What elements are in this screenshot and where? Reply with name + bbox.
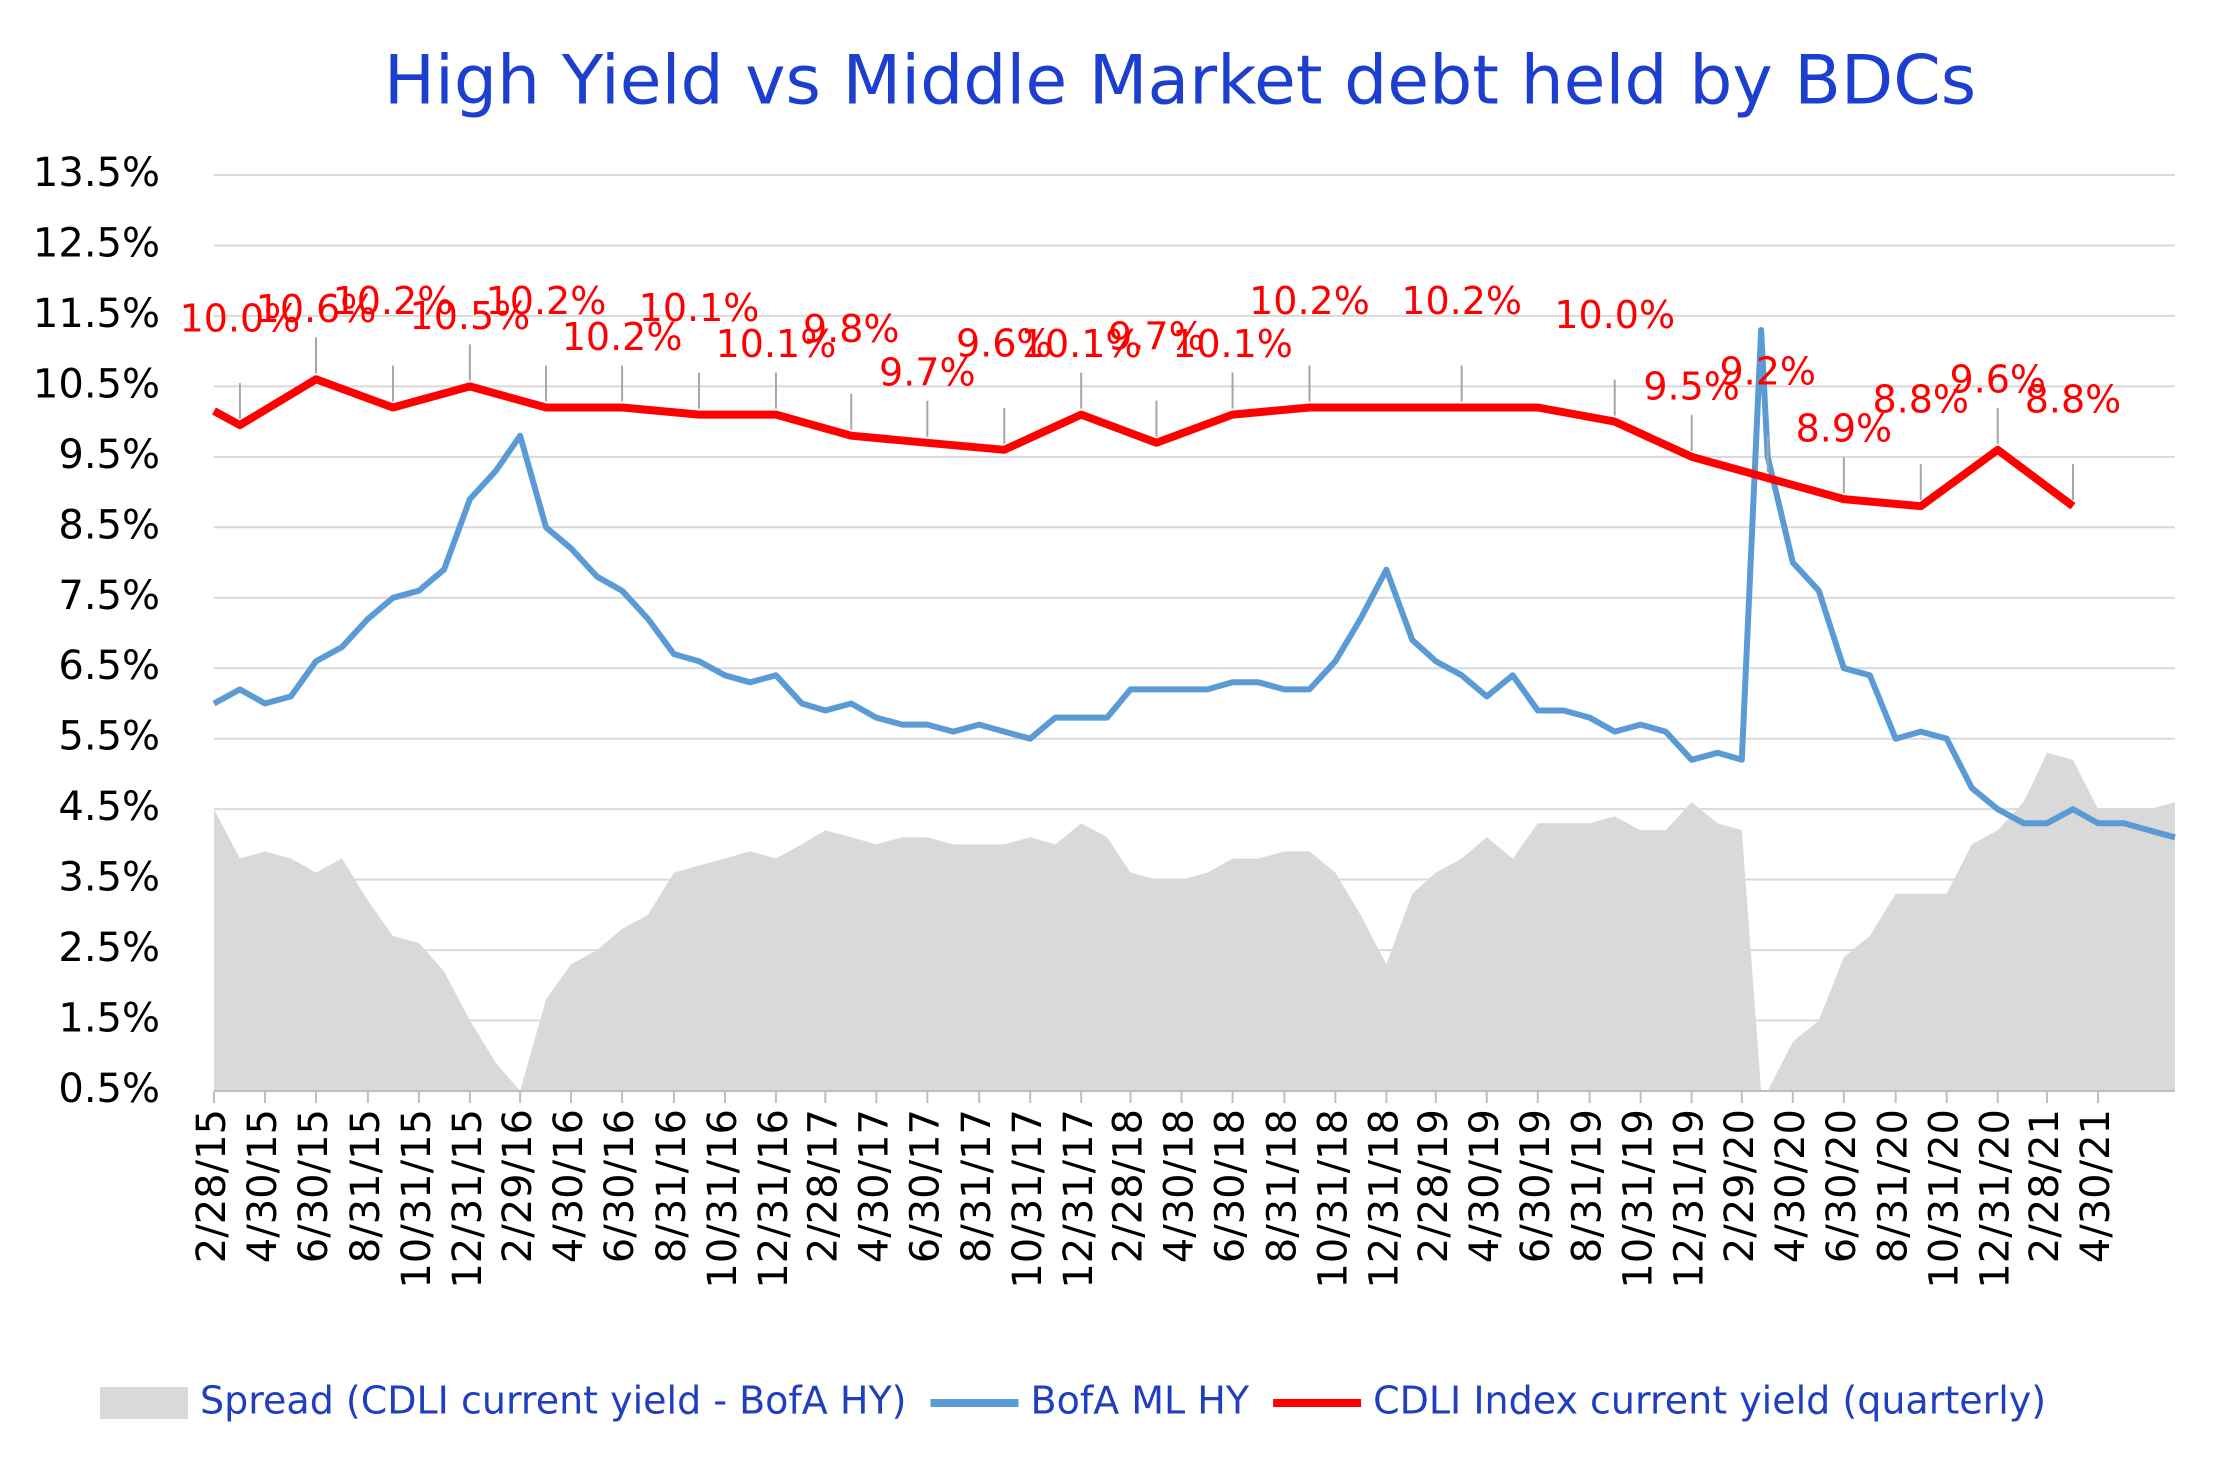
x-tick-label: 12/31/16: [751, 1109, 797, 1289]
x-tick-label: 6/30/16: [597, 1109, 643, 1263]
x-tick-label: 4/30/21: [2073, 1109, 2119, 1263]
data-label: 8.8%: [1873, 378, 1970, 422]
data-label: 10.1%: [1172, 322, 1293, 366]
x-tick-label: 8/31/15: [343, 1109, 389, 1263]
x-tick-label: 6/30/20: [1819, 1109, 1865, 1263]
x-tick-label: 4/30/19: [1462, 1109, 1508, 1263]
x-tick-label: 2/29/20: [1717, 1109, 1763, 1263]
data-label: 9.8%: [803, 307, 900, 351]
data-label: 9.7%: [1108, 314, 1205, 358]
line: [212, 327, 2176, 841]
data-label: 10.0%: [180, 297, 301, 341]
x-tick-label: 2/29/16: [495, 1109, 541, 1263]
x-tick-label: 10/31/20: [1922, 1109, 1968, 1289]
x-tick-label: 6/30/19: [1513, 1109, 1559, 1263]
x-tick-label: 6/30/18: [1208, 1109, 1254, 1263]
y-tick-label: 9.5%: [58, 432, 160, 478]
legend-swatch: [100, 1387, 188, 1419]
data-label: 10.1%: [639, 286, 760, 330]
x-tick-label: 12/31/19: [1667, 1109, 1713, 1289]
data-label: 8.9%: [1796, 407, 1893, 451]
x-tick-label: 8/31/17: [954, 1109, 1000, 1263]
x-tick-label: 8/31/18: [1259, 1109, 1305, 1263]
data-label: 9.2%: [1719, 349, 1816, 393]
data-label: 10.2%: [333, 279, 454, 323]
x-tick-label: 6/30/17: [902, 1109, 948, 1263]
y-tick-label: 4.5%: [58, 784, 160, 830]
x-tick-label: 4/30/20: [1768, 1109, 1814, 1263]
x-tick-label: 10/31/16: [700, 1109, 746, 1289]
grid: [214, 174, 2175, 1092]
data-label: 10.6%: [256, 287, 377, 331]
y-tick-label: 11.5%: [33, 291, 160, 337]
legend-label: BofA ML HY: [1031, 1379, 1250, 1423]
data-label: 8.8%: [2025, 378, 2122, 422]
x-tick-label: 2/28/15: [189, 1109, 235, 1263]
y-tick-label: 7.5%: [58, 573, 160, 619]
x-tick-label: 6/30/15: [291, 1109, 337, 1263]
line: [212, 375, 2076, 511]
y-tick-label: 2.5%: [58, 925, 160, 971]
x-tick-label: 2/28/19: [1411, 1109, 1457, 1263]
y-tick-label: 6.5%: [58, 643, 160, 689]
data-label: 9.6%: [1949, 357, 2046, 401]
data-label: 10.5%: [410, 294, 531, 338]
data-label: 10.2%: [486, 279, 607, 323]
data-label: 10.1%: [1021, 322, 1142, 366]
x-tick-label: 4/30/15: [240, 1109, 286, 1263]
y-tick-label: 13.5%: [33, 150, 160, 196]
x-tick-label: 12/31/20: [1973, 1109, 2019, 1289]
data-label: 10.0%: [1554, 293, 1675, 337]
legend-label: CDLI Index current yield (quarterly): [1373, 1379, 2046, 1423]
y-tick-label: 10.5%: [33, 361, 160, 407]
data-label: 9.5%: [1643, 364, 1740, 408]
y-tick-label: 8.5%: [58, 502, 160, 548]
data-label: 9.6%: [956, 321, 1053, 365]
x-tick-label: 2/28/18: [1106, 1109, 1152, 1263]
data-label: 10.2%: [1401, 279, 1522, 323]
x-tick-label: 10/31/15: [394, 1109, 440, 1289]
x-tick-label: 8/31/19: [1565, 1109, 1611, 1263]
x-tick-label: 12/31/17: [1056, 1109, 1102, 1289]
y-tick-label: 5.5%: [58, 714, 160, 760]
data-label: 9.7%: [879, 350, 976, 394]
data-label: 10.1%: [716, 322, 837, 366]
data-label: 10.2%: [1249, 279, 1370, 323]
data-label: 10.2%: [562, 315, 683, 359]
x-tick-label: 4/30/17: [851, 1109, 897, 1263]
x-tick-label: 8/31/20: [1871, 1109, 1917, 1263]
y-tick-label: 1.5%: [58, 996, 160, 1042]
x-tick-label: 10/31/19: [1616, 1109, 1662, 1289]
chart-title: High Yield vs Middle Market debt held by…: [384, 42, 1976, 121]
x-tick-label: 12/31/18: [1361, 1109, 1407, 1289]
x-tick-label: 8/31/16: [649, 1109, 695, 1263]
x-tick-label: 10/31/17: [1005, 1109, 1051, 1289]
y-tick-label: 12.5%: [33, 220, 160, 266]
x-tick-label: 12/31/15: [445, 1109, 491, 1289]
x-tick-label: 2/28/21: [2022, 1109, 2068, 1263]
x-tick-label: 2/28/17: [800, 1109, 846, 1263]
area: [214, 752, 2175, 1091]
y-tick-label: 0.5%: [58, 1066, 160, 1112]
x-tick-label: 4/30/16: [546, 1109, 592, 1263]
x-tick-label: 4/30/18: [1157, 1109, 1203, 1263]
y-tick-label: 3.5%: [58, 855, 160, 901]
x-tick-label: 10/31/18: [1310, 1109, 1356, 1289]
legend-label: Spread (CDLI current yield - BofA HY): [200, 1379, 907, 1423]
